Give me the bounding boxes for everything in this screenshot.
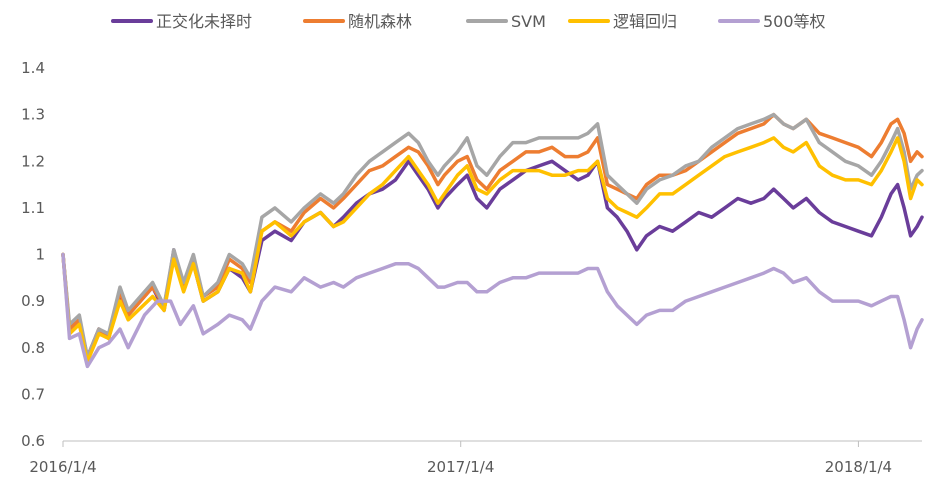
x-tick-label: 2017/1/4 [427,458,494,476]
x-tick-label: 2016/1/4 [29,458,96,476]
legend-item: 随机森林 [303,12,412,31]
series-line-5 [61,252,924,369]
x-tick-label: 2018/1/4 [825,458,892,476]
legend-label: 随机森林 [348,12,412,31]
legend-label: 500等权 [763,12,826,31]
y-tick-label: 1.4 [21,59,45,77]
series-line-4 [61,136,924,364]
y-tick-label: 0.7 [21,385,45,403]
legend-label: 正交化未择时 [156,12,252,31]
legend-label: 逻辑回归 [613,12,677,31]
x-axis: 2016/1/4 2017/1/4 2018/1/4 [29,440,922,476]
y-tick-label: 1.2 [21,152,45,170]
legend-item: 500等权 [718,12,826,31]
y-tick-label: 0.9 [21,292,45,310]
legend: 正交化未择时 随机森林 SVM 逻辑回归 500等权 [111,12,826,31]
legend-item: 正交化未择时 [111,12,252,31]
y-axis: 0.6 0.7 0.8 0.9 1 1.1 1.2 1.3 1.4 [21,59,45,450]
y-tick-label: 0.8 [21,339,45,357]
plot-area [61,112,924,369]
legend-label: SVM [511,12,546,31]
y-tick-label: 1.1 [21,199,45,217]
y-tick-label: 1.3 [21,106,45,124]
y-tick-label: 0.6 [21,432,45,450]
y-tick-label: 1 [35,246,45,264]
legend-item: 逻辑回归 [568,12,677,31]
legend-item: SVM [466,12,546,31]
